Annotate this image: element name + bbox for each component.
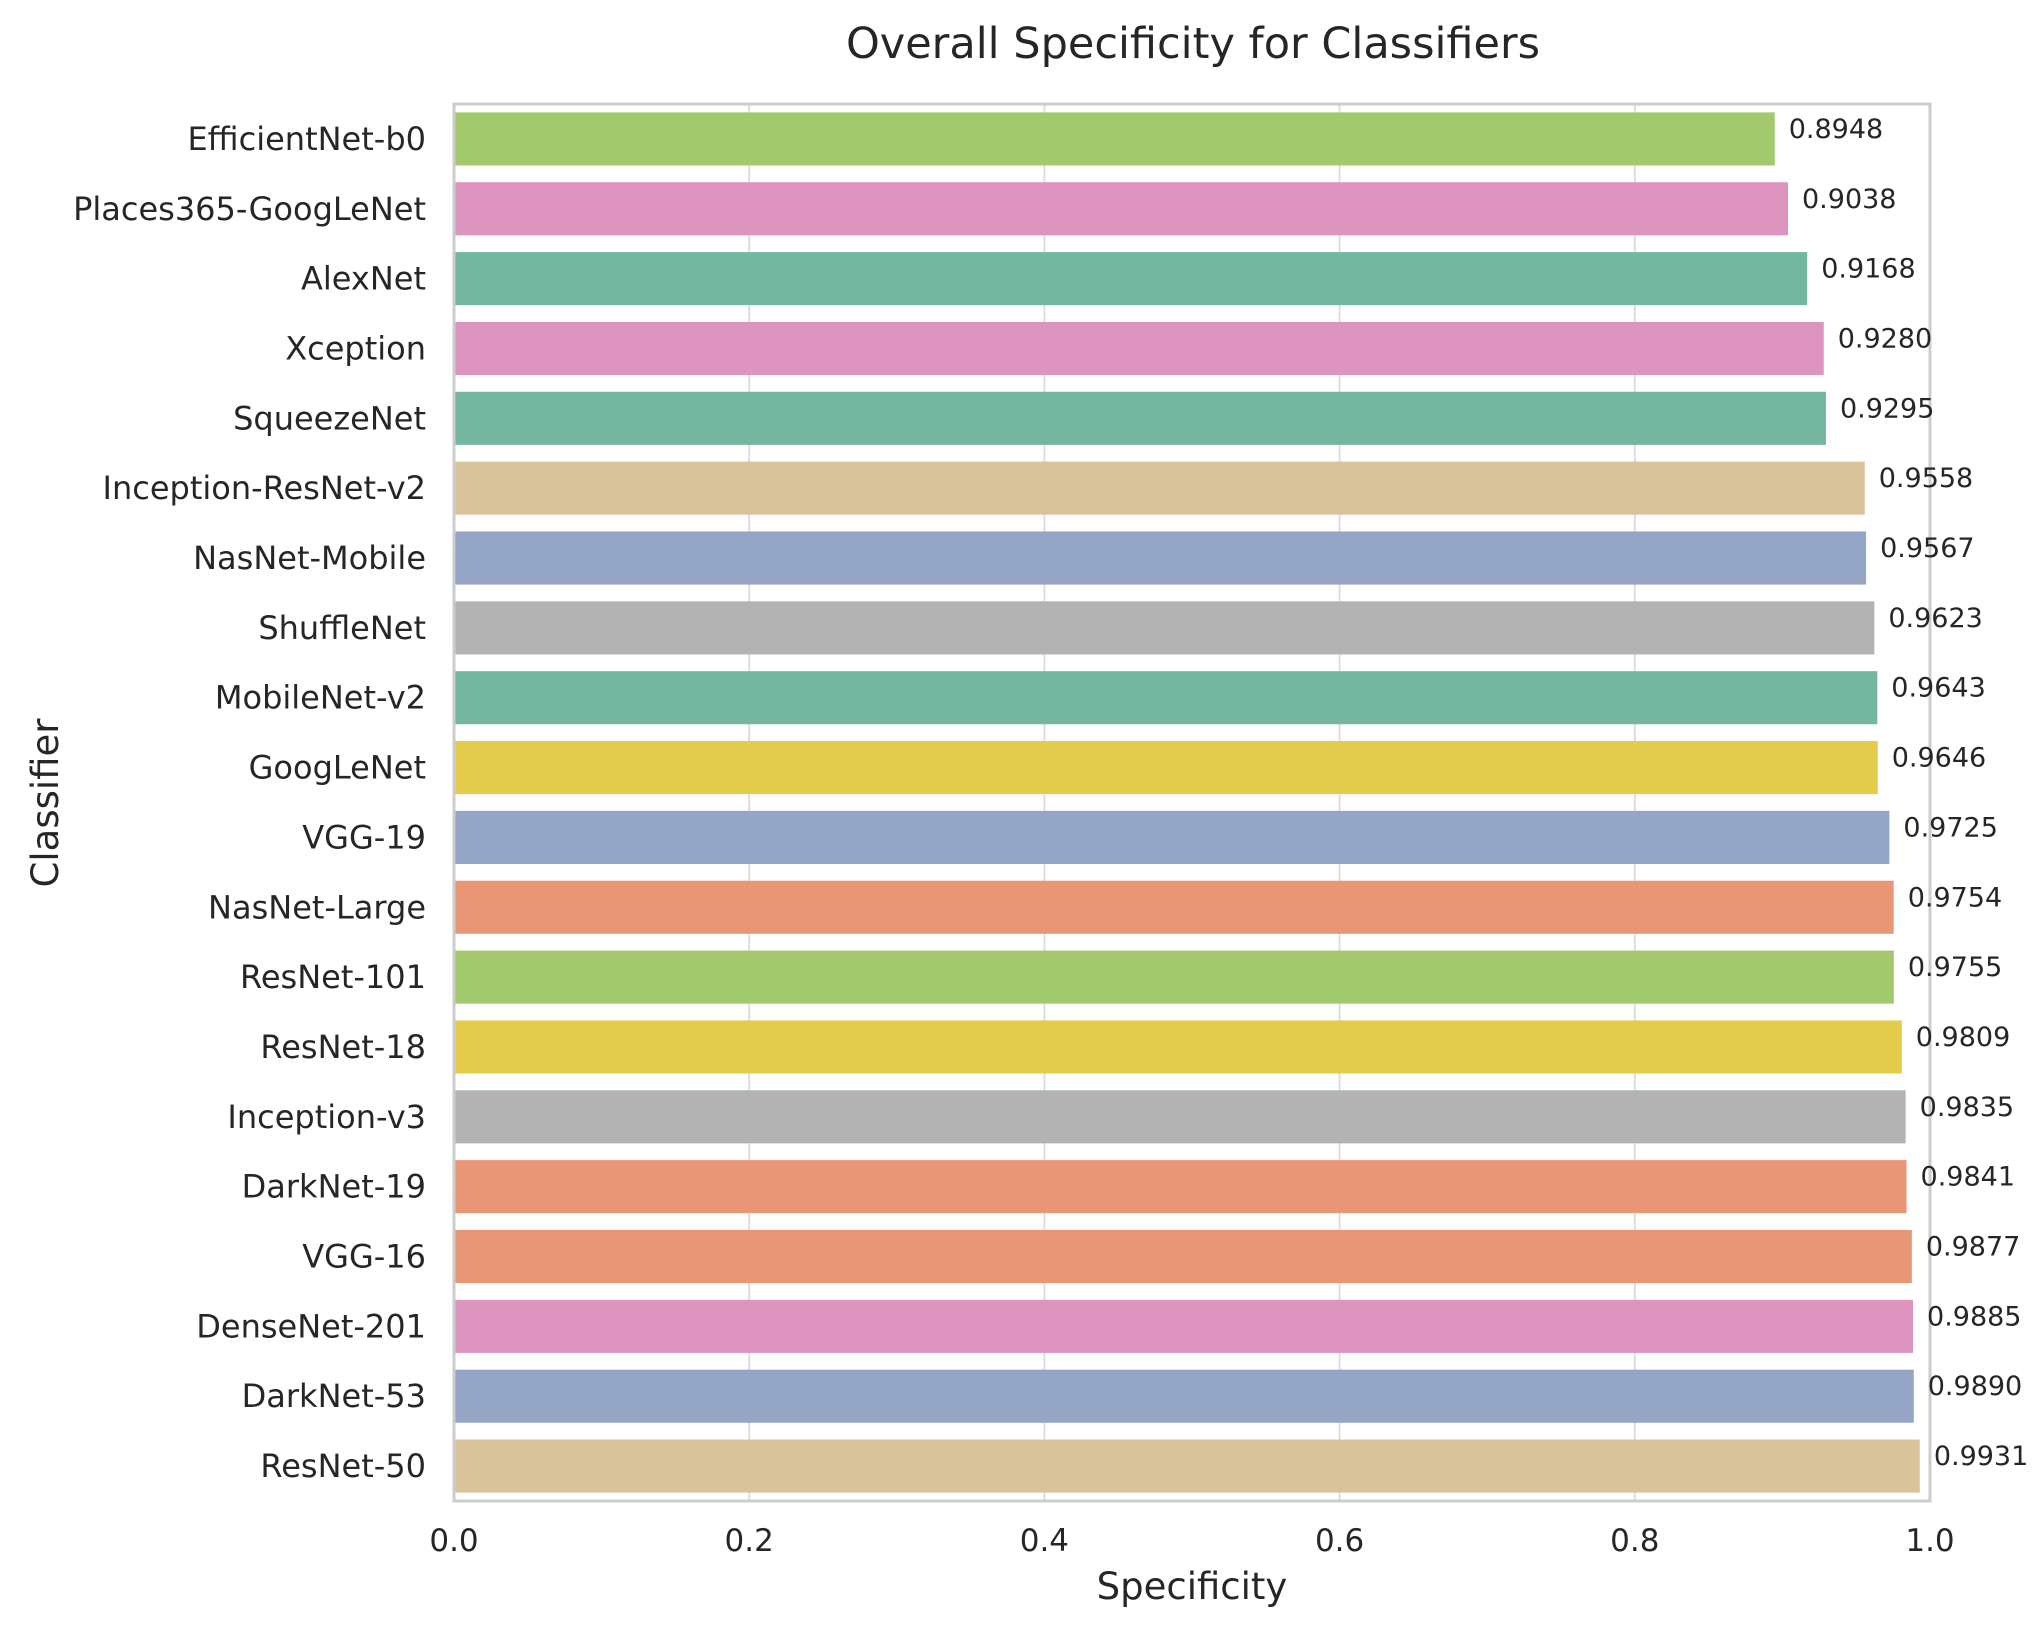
value-label: 0.9835 [1920,1092,2014,1123]
category-label: SqueezeNet [233,399,426,437]
bar [454,461,1865,515]
x-tick-label: 0.6 [1315,1523,1364,1559]
value-label: 0.9280 [1838,323,1932,354]
value-label: 0.9725 [1903,812,1997,843]
value-label: 0.9841 [1921,1162,2015,1193]
bar [454,601,1875,655]
category-labels: EfficientNet-b0 Places365-GoogLeNet AlexNe… [73,120,426,1485]
bar [454,1299,1914,1353]
category-label: DarkNet-19 [242,1168,426,1206]
bar [454,741,1878,795]
category-label: ResNet-101 [240,958,426,996]
bar [454,671,1878,725]
bar [454,1439,1920,1493]
category-label: AlexNet [301,260,426,298]
bar [454,1229,1912,1284]
category-label: Inception-v3 [227,1098,426,1136]
category-label: NasNet-Large [208,888,426,926]
value-label: 0.9567 [1880,533,1974,564]
value-label: 0.9643 [1891,673,1985,704]
value-label: 0.9754 [1908,882,2002,913]
bar [454,1160,1907,1214]
bar [454,321,1824,376]
value-label: 0.9809 [1916,1022,2010,1053]
bar [454,1369,1914,1423]
x-tick-labels: 0.0 0.2 0.4 0.6 0.8 1.0 [429,1523,1954,1559]
value-labels: 0.8948 0.9038 0.9168 0.9280 0.9295 0.9558 0.95… [1789,114,2029,1472]
bars [454,112,1920,1493]
category-label: MobileNet-v2 [215,679,426,717]
value-label: 0.9646 [1892,743,1986,774]
x-tick-label: 0.2 [725,1523,774,1559]
bar [454,880,1894,934]
bar [454,391,1826,445]
category-label: GoogLeNet [249,749,426,787]
bar [454,182,1789,236]
value-label: 0.9623 [1888,603,1982,634]
x-tick-label: 0.4 [1020,1523,1069,1559]
x-axis-label: Specificity [1097,1565,1288,1608]
category-label: Inception-ResNet-v2 [103,469,426,507]
plot-frame [452,102,1932,1503]
category-label: EfficientNet-b0 [187,120,426,158]
category-label: DarkNet-53 [242,1377,426,1415]
value-label: 0.9295 [1840,393,1934,424]
category-label: Xception [285,329,426,367]
category-label: NasNet-Mobile [193,539,426,577]
bar [454,252,1808,306]
bar [454,1020,1902,1074]
value-label: 0.9038 [1802,184,1896,215]
bar [454,950,1894,1004]
grid-lines [453,104,1931,1501]
category-label: Places365-GoogLeNet [73,190,426,228]
x-tick-label: 1.0 [1905,1523,1954,1559]
x-tick-label: 0.8 [1610,1523,1659,1559]
category-label: ShuffleNet [258,609,426,647]
bar [454,810,1890,864]
category-label: ResNet-18 [260,1028,426,1066]
value-label: 0.9755 [1908,952,2002,983]
bar [454,531,1867,585]
value-label: 0.9558 [1879,463,1973,494]
bar [454,112,1775,166]
bar [454,1090,1906,1144]
y-axis-label: Classifier [24,718,67,888]
category-label: VGG-16 [302,1238,426,1276]
value-label: 0.9877 [1926,1232,2020,1263]
category-label: DenseNet-201 [196,1307,426,1345]
value-label: 0.9168 [1821,254,1915,285]
category-label: ResNet-50 [260,1447,426,1485]
x-tick-label: 0.0 [429,1523,478,1559]
value-label: 0.8948 [1789,114,1883,145]
value-label: 0.9890 [1928,1371,2022,1402]
value-label: 0.9885 [1927,1301,2021,1332]
category-label: VGG-19 [302,818,426,856]
chart-title: Overall Specificity for Classifiers [846,19,1540,69]
value-label: 0.9931 [1934,1441,2028,1472]
